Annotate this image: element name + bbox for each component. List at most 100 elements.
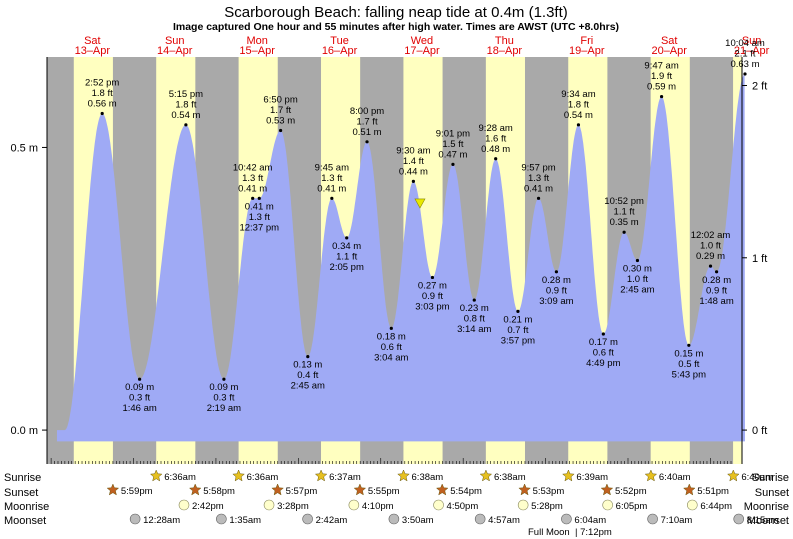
low-tide-label: 0.30 m — [623, 264, 652, 275]
low-tide-label: 0.9 ft — [706, 285, 727, 296]
high-tide-label: 10:52 pm — [604, 196, 644, 207]
moonset-icon — [561, 513, 572, 525]
low-tide-label: 1.3 ft — [249, 212, 270, 223]
high-tide-label: 0.54 m — [171, 110, 200, 121]
high-tide-point — [365, 140, 369, 144]
event-markers: 6:36am 6:36am 6:37am 6:38am 6:38am 6:39am 6:40… — [106, 469, 779, 526]
high-tide-label: 0.59 m — [647, 82, 676, 93]
right-axis-tick-label: 1 ft — [752, 253, 767, 265]
moonrise-label-left: Moonrise — [4, 501, 49, 513]
high-tide-label: 1.3 ft — [242, 173, 263, 184]
high-tide-label: 0.53 m — [266, 115, 295, 126]
low-tide-label: 0.4 ft — [297, 370, 318, 381]
sunrise-time: 6:40am — [659, 472, 691, 483]
high-tide-label: 1.8 ft — [175, 99, 196, 110]
moonrise-time: 4:10pm — [362, 501, 394, 512]
high-tide-point — [622, 230, 626, 234]
sunrise-icon — [149, 469, 163, 482]
low-tide-point — [714, 270, 719, 274]
low-tide-label: 0.23 m — [460, 303, 489, 314]
low-tide-label: 0.21 m — [503, 314, 532, 325]
sunset-time: 5:59pm — [121, 486, 153, 497]
low-tide-label: 0.3 ft — [129, 393, 150, 404]
sunrise-time: 6:37am — [329, 472, 361, 483]
high-tide-label: 8:00 pm — [350, 106, 384, 117]
moonrise-label-right: Moonrise — [744, 501, 789, 513]
moonset-icon — [474, 513, 486, 525]
moonrise-icon — [348, 499, 360, 511]
low-tide-label: 0.41 m — [245, 201, 274, 212]
low-tide-label: 3:09 am — [539, 296, 573, 307]
high-tide-point — [411, 179, 415, 183]
high-tide-label: 1.3 ft — [528, 173, 549, 184]
low-tide-label: 0.8 ft — [464, 314, 485, 325]
day-label-date: 16–Apr — [322, 45, 358, 57]
day-label-date: 19–Apr — [569, 45, 605, 57]
sunset-time: 5:53pm — [533, 486, 565, 497]
sunrise-icon — [726, 469, 740, 482]
low-tide-label: 2:05 pm — [330, 262, 364, 273]
sunset-icon — [106, 483, 120, 496]
sunrise-time: 6:40am — [741, 472, 773, 483]
low-tide-label: 5:43 pm — [672, 369, 706, 380]
high-tide-label: 6:50 pm — [263, 94, 297, 105]
day-label-dow: Sun — [742, 35, 762, 47]
low-tide-label: 3:14 am — [457, 324, 491, 335]
moonset-label-left: Moonset — [4, 515, 46, 527]
moonset-icon — [302, 513, 313, 525]
sunset-label-left: Sunset — [4, 487, 38, 499]
high-tide-point — [536, 196, 541, 200]
moonset-time: 4:57am — [488, 515, 520, 526]
day-label-dow: Mon — [246, 35, 267, 47]
low-tide-label: 1:46 am — [122, 403, 156, 414]
day-label-date: 14–Apr — [157, 45, 193, 57]
sunset-icon — [435, 483, 449, 496]
sunrise-icon — [314, 469, 328, 482]
day-labels: Sat13–AprSun14–AprMon15–AprTue16–AprWed1… — [75, 35, 770, 57]
day-label-date: 18–Apr — [487, 45, 523, 57]
high-tide-label: 1.8 ft — [568, 99, 589, 110]
high-tide-label: 9:45 am — [315, 162, 349, 173]
low-tide-label: 0.15 m — [674, 348, 703, 359]
right-axis-tick-label: 2 ft — [752, 80, 767, 92]
low-tide-label: 0.28 m — [542, 275, 571, 286]
sunset-time: 5:55pm — [368, 486, 400, 497]
high-tide-point — [576, 123, 581, 127]
plot-area: 0.0 m0.5 m0 ft1 ft2 ft 2:52 pm1.8 ft0.56… — [10, 38, 767, 464]
day-label-dow: Thu — [495, 35, 514, 47]
left-axis-tick-label: 0.5 m — [10, 142, 38, 154]
left-axis-tick-label: 0.0 m — [10, 425, 38, 437]
moonset-icon — [647, 513, 658, 525]
sunset-time: 5:51pm — [697, 486, 729, 497]
moonrise-icon — [263, 499, 275, 511]
low-tide-point — [687, 343, 691, 347]
full-moon-time: | 7:12pm — [575, 527, 612, 538]
moonset-time: 7:10am — [661, 515, 693, 526]
high-tide-label: 9:57 pm — [521, 162, 555, 173]
low-tide-label: 3:04 am — [374, 352, 408, 363]
moonset-time: 12:28am — [143, 515, 180, 526]
low-tide-point — [554, 270, 559, 274]
sunset-icon — [600, 483, 614, 496]
high-tide-label: 0.41 m — [317, 183, 346, 194]
low-tide-point — [389, 326, 393, 330]
sunset-icon — [271, 483, 284, 496]
full-moon-label: Full Moon — [528, 527, 570, 538]
high-tide-label: 0.56 m — [88, 99, 117, 110]
day-label-date: 21–Apr — [734, 45, 770, 57]
high-tide-point — [251, 196, 255, 200]
low-tide-label: 1.1 ft — [336, 251, 357, 262]
axes: 0.0 m 0.5 m 0 ft 1 ft 2 ft — [10, 57, 767, 464]
high-tide-label: 0.44 m — [399, 166, 428, 177]
high-tide-point — [708, 264, 713, 268]
low-tide-point — [430, 275, 435, 280]
current-tide-marker — [414, 198, 426, 209]
sunset-time: 5:58pm — [203, 486, 235, 497]
low-tide-label: 0.6 ft — [593, 347, 614, 358]
low-tide-label: 0.5 ft — [678, 359, 699, 370]
high-tide-label: 1.4 ft — [403, 156, 424, 167]
high-tide-label: 10:04 am — [725, 38, 765, 49]
moonset-icon — [216, 513, 227, 525]
high-tide-label: 1.9 ft — [651, 71, 672, 82]
